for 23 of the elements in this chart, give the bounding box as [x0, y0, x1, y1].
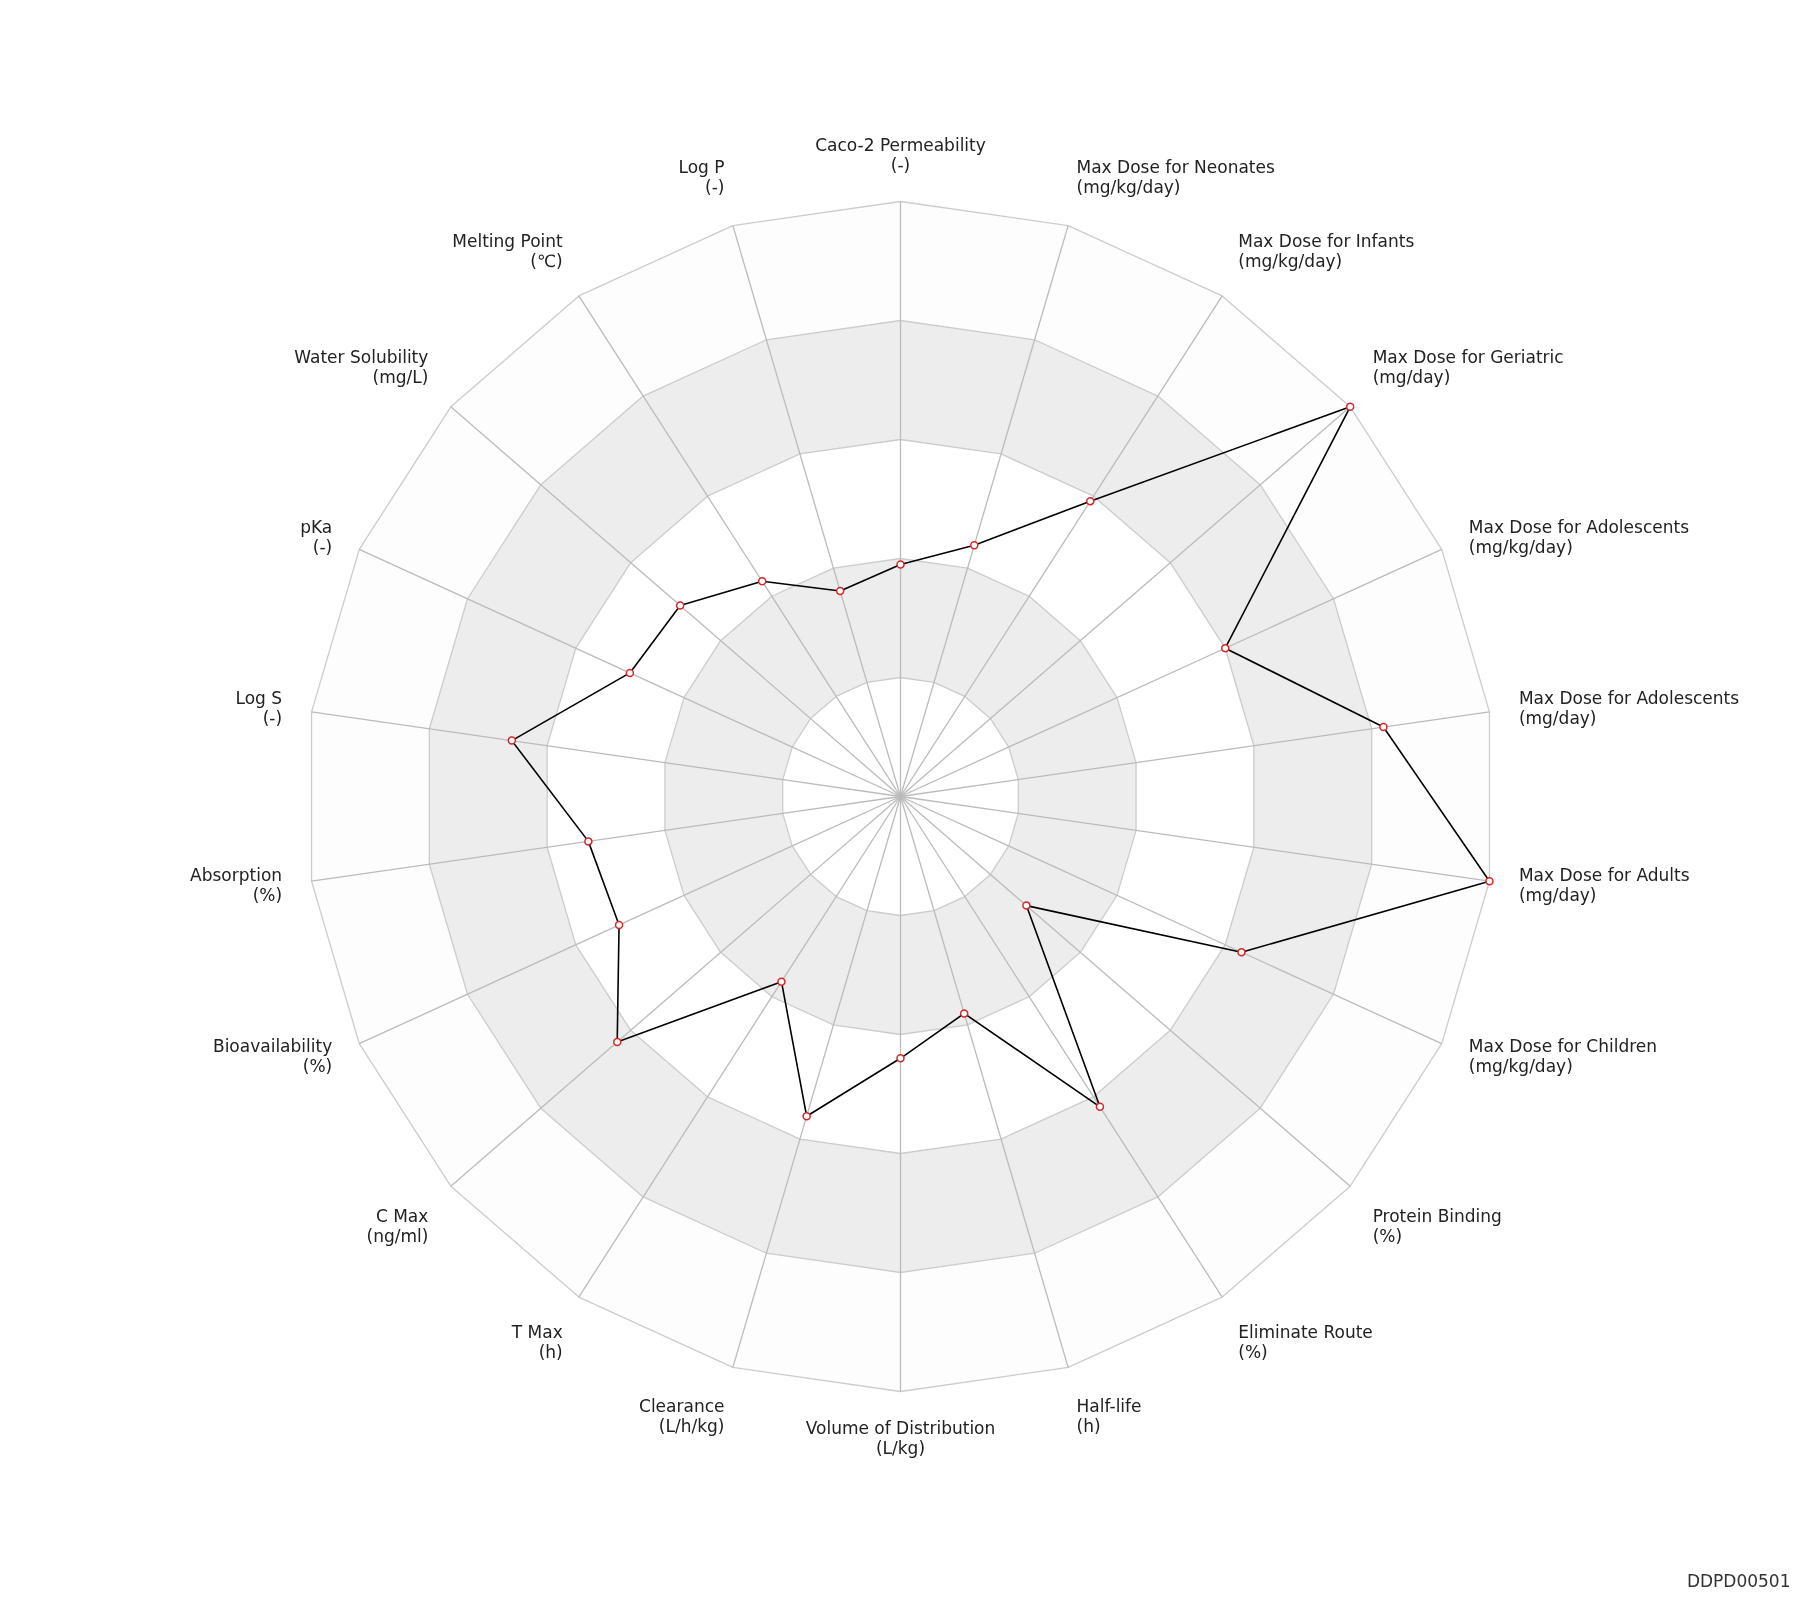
- spoke-label: Half-life (h): [1076, 1395, 1142, 1436]
- spoke-label: Max Dose for Children (mg/kg/day): [1468, 1036, 1658, 1077]
- spoke-label: Clearance (L/h/kg): [639, 1395, 725, 1436]
- spoke-label: Max Dose for Adolescents (mg/day): [1518, 687, 1740, 728]
- spoke-label: C Max (ng/ml): [366, 1205, 429, 1246]
- spoke-label: Log P (-): [678, 157, 725, 198]
- spoke-label: Max Dose for Geriatric (mg/day): [1372, 347, 1564, 388]
- spoke-label: Absorption (%): [190, 865, 283, 906]
- spoke-label: Log S (-): [235, 687, 283, 728]
- spoke-label: pKa (-): [300, 516, 333, 557]
- spoke-label: Bioavailability (%): [212, 1036, 333, 1077]
- spoke-label: Melting Point (℃): [452, 230, 564, 271]
- spoke-label: Protein Binding (%): [1372, 1205, 1502, 1246]
- spoke-label: Max Dose for Adolescents (mg/kg/day): [1468, 516, 1690, 557]
- spoke-label: Volume of Distribution (L/kg): [805, 1418, 996, 1459]
- text: DDPD00501: [1686, 1570, 1791, 1591]
- spoke-label: T Max (h): [510, 1322, 563, 1363]
- spoke-label: Max Dose for Infants (mg/kg/day): [1238, 230, 1415, 271]
- spoke-label: Caco-2 Permeability (-): [815, 134, 986, 175]
- spoke-label: Max Dose for Adults (mg/day): [1518, 865, 1690, 906]
- spoke-label: Max Dose for Neonates (mg/kg/day): [1076, 157, 1275, 198]
- spoke-label: Eliminate Route (%): [1238, 1322, 1373, 1363]
- spoke-label: Water Solubility (mg/L): [294, 347, 429, 388]
